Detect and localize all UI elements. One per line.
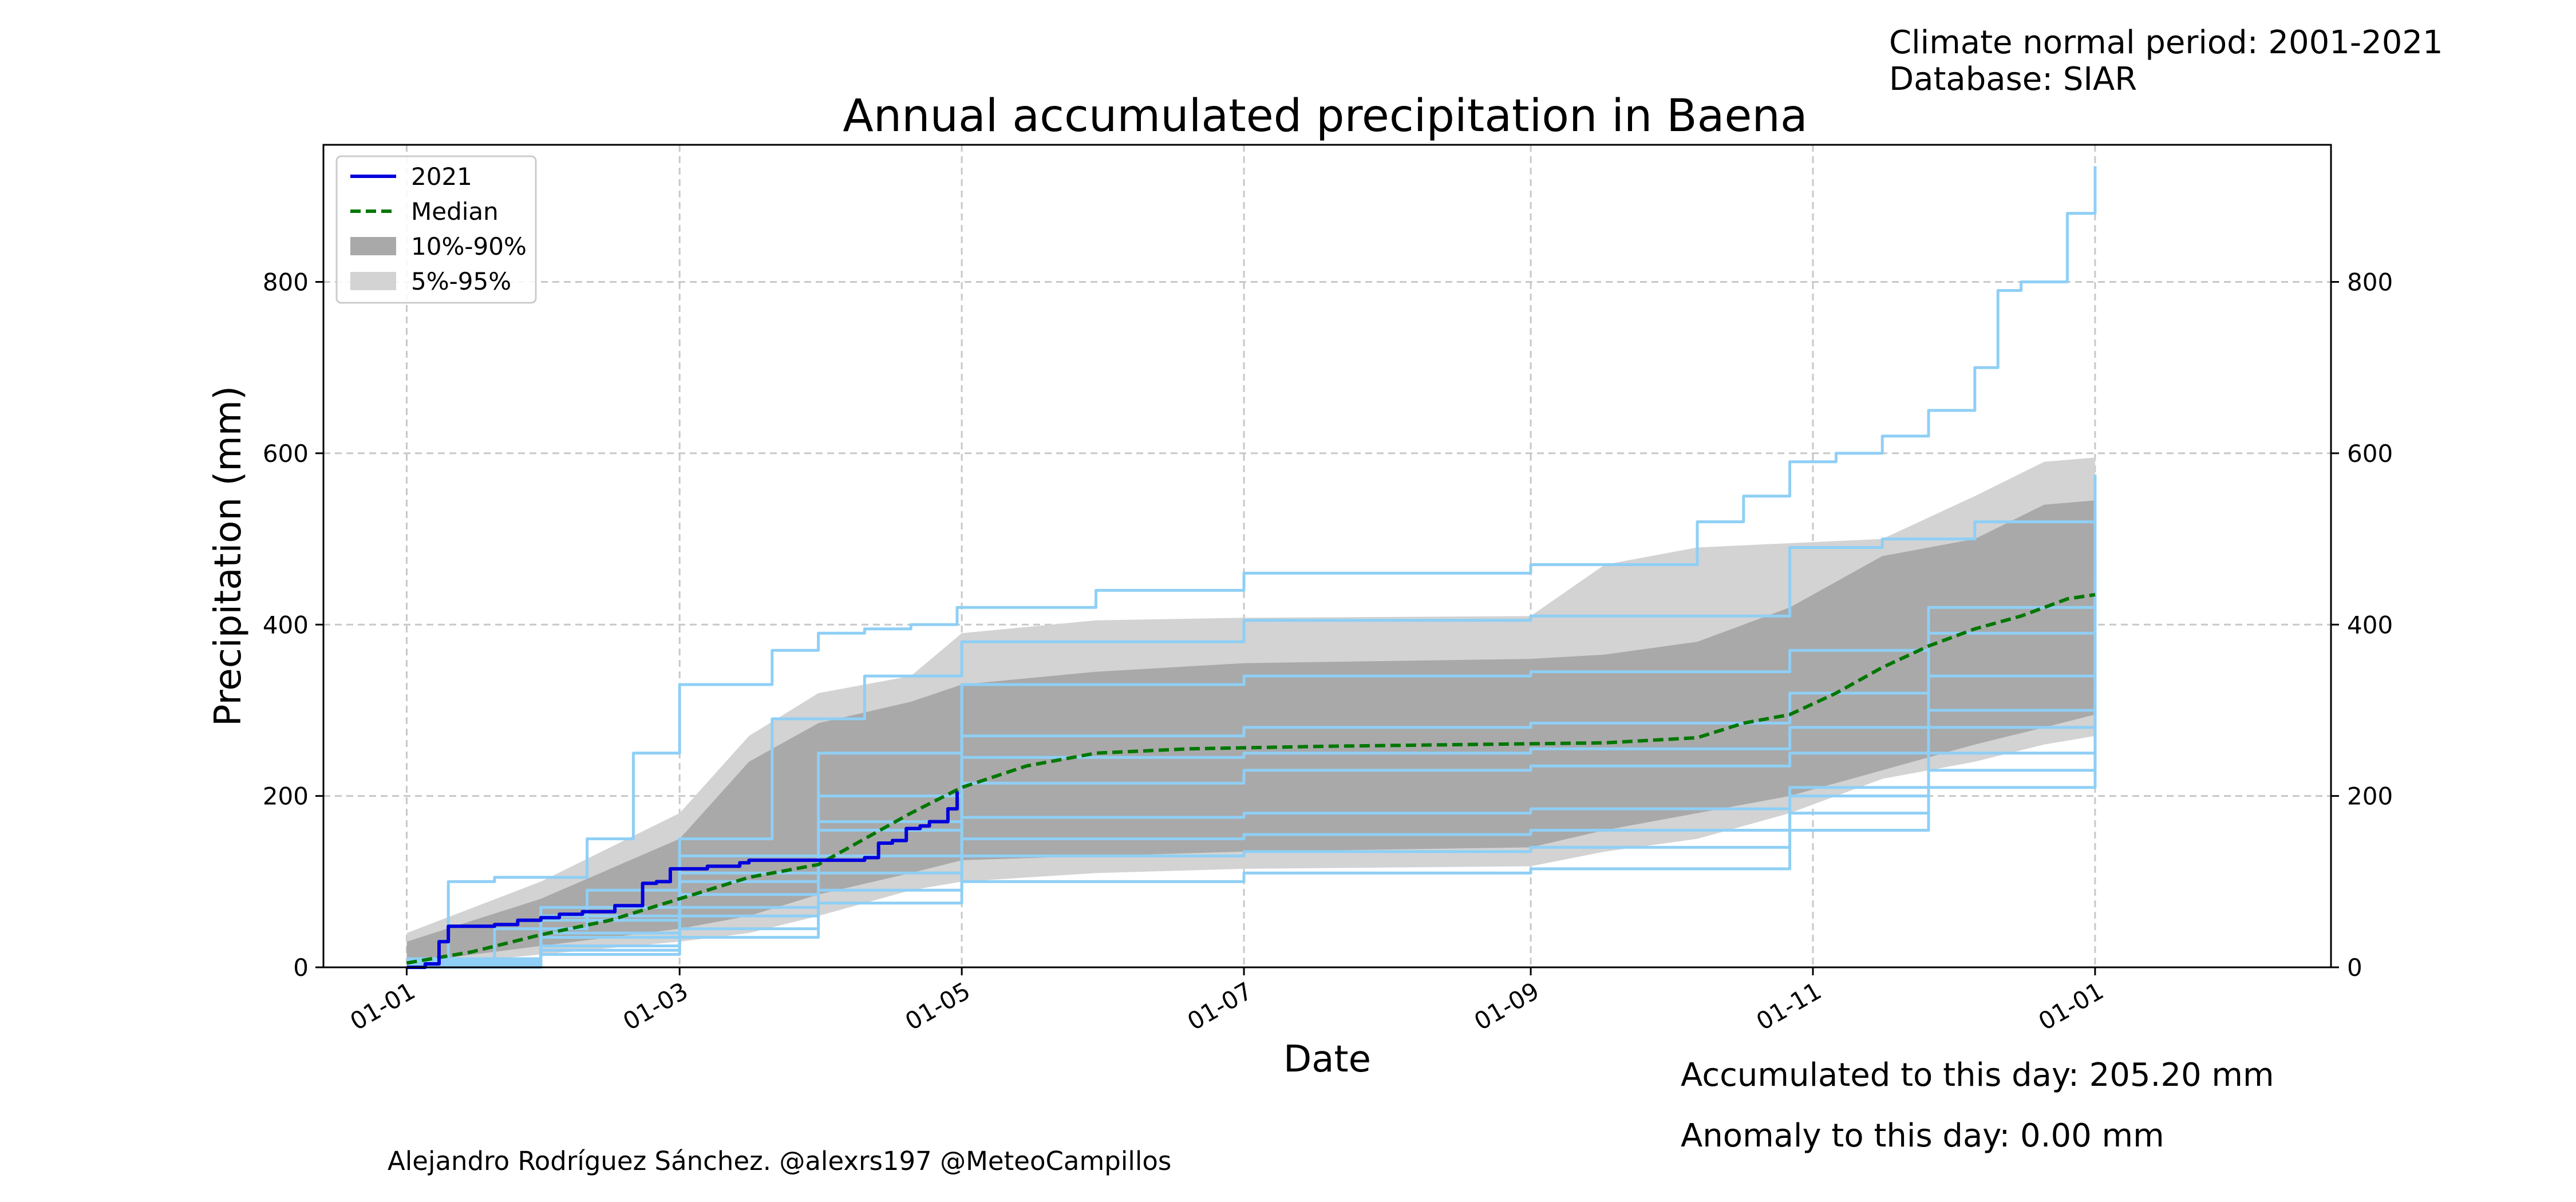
axes-layer: 01-01 01-03 01-05 01-07 01-09 01-11 01-010 0200… xyxy=(207,144,2393,1081)
y-axis-label: Precipitation (mm) xyxy=(207,386,250,726)
legend-box xyxy=(335,155,537,304)
anomaly-readout: Anomaly to this day: 0.00 mm xyxy=(1681,1117,2164,1154)
legend-label-median: Median xyxy=(411,197,499,226)
legend-label-2021: 2021 xyxy=(411,163,472,191)
plot-frame xyxy=(322,144,2332,968)
legend-label-5-95: 5%-95% xyxy=(411,267,511,295)
historical-year-line xyxy=(406,685,2097,969)
y-tick-label-left: 400 xyxy=(263,611,309,639)
y-tick-label-right: 200 xyxy=(2347,782,2393,810)
x-axis-label: Date xyxy=(1283,1038,1371,1081)
accumulated-readout: Accumulated to this day: 205.20 mm xyxy=(1681,1057,2274,1094)
chart-title: Annual accumulated precipitation in Baen… xyxy=(843,90,1808,142)
y-tick-label-right: 0 xyxy=(2347,954,2362,982)
legend-swatch-5-95 xyxy=(350,272,396,290)
y-tick-label-left: 0 xyxy=(293,954,309,982)
band-10-90 xyxy=(406,500,2095,963)
median-line xyxy=(406,592,2096,965)
y-tick-label-left: 200 xyxy=(263,782,309,810)
y-tick-label-right: 800 xyxy=(2347,268,2393,296)
y-tick-label-left: 800 xyxy=(263,268,309,296)
historical-years-layer xyxy=(406,166,2097,969)
y-tick-label-right: 400 xyxy=(2347,611,2393,639)
historical-year-line xyxy=(406,590,2097,964)
current-year-layer xyxy=(406,791,959,969)
median-layer xyxy=(406,592,2096,965)
y-tick-label-right: 600 xyxy=(2347,440,2393,468)
historical-year-line xyxy=(406,166,2097,969)
y-tick-label-left: 600 xyxy=(263,440,309,468)
legend-swatch-10-90 xyxy=(350,237,396,255)
author-credit: Alejandro Rodríguez Sánchez. @alexrs197 … xyxy=(388,1146,1172,1176)
historical-year-line xyxy=(406,475,2097,964)
database-label: Database: SIAR xyxy=(1889,61,2138,98)
climate-period-label: Climate normal period: 2001-2021 xyxy=(1889,24,2443,61)
legend: 2021 Median 10%-90% 5%-95% xyxy=(335,155,537,304)
legend-label-10-90: 10%-90% xyxy=(411,232,527,260)
current-year-line xyxy=(406,791,959,969)
band-10-90-layer xyxy=(406,500,2095,963)
